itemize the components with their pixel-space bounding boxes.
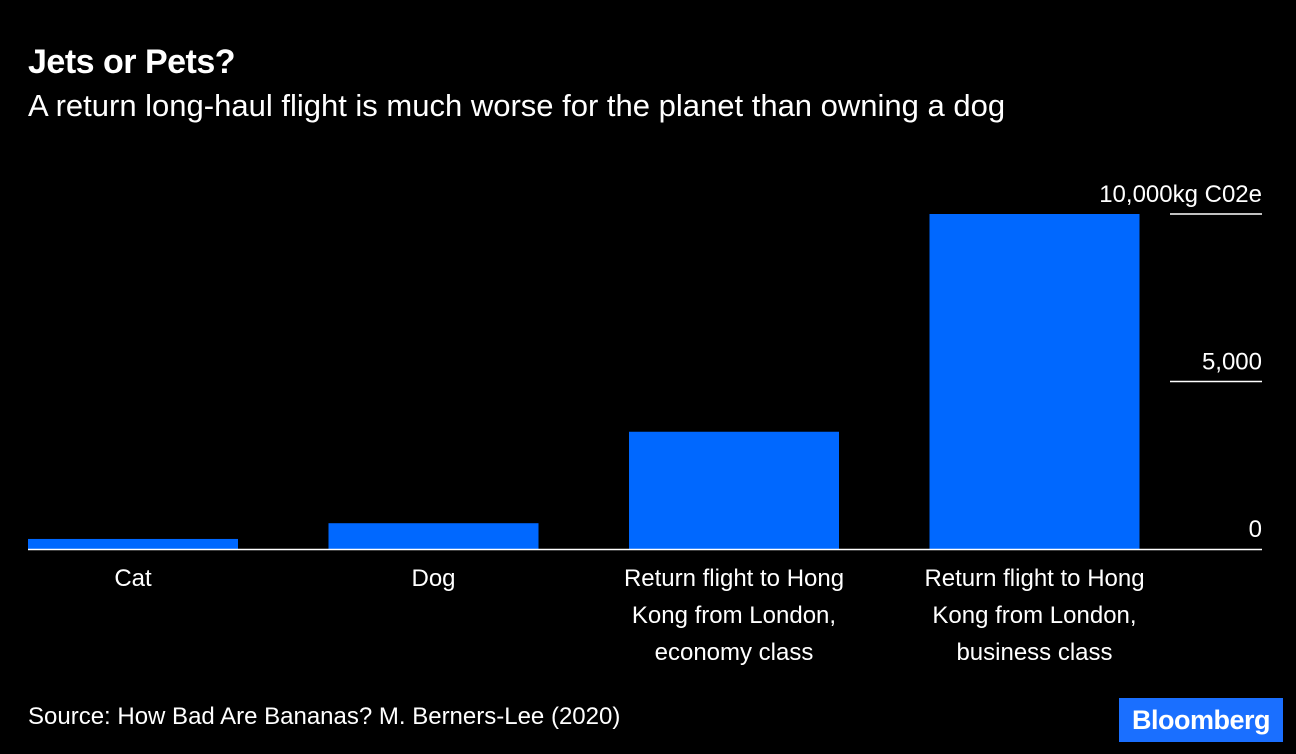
bar-chart: 0 5,000 10,000kg C02e Cat Dog Return flight … [28,181,1262,666]
chart-title: Jets or Pets? [28,43,236,81]
x-category-label: Cat [114,565,152,592]
source-note: Source: How Bad Are Bananas? M. Berners-… [28,703,621,730]
y-tick-label: 0 [1249,516,1262,543]
x-category-label-line: Dog [411,565,455,592]
bloomberg-logo: Bloomberg [1119,698,1283,742]
y-axis: 0 5,000 10,000kg C02e [1099,181,1262,543]
x-category-label-line: Return flight to Hong [624,565,844,592]
x-category-label-line: economy class [655,639,814,666]
bar [28,538,238,549]
y-tick-label: 5,000 [1202,349,1262,376]
x-category-label: Return flight to Hong Kong from London, ec… [624,565,844,666]
x-category-label: Return flight to Hong Kong from London, bu… [924,565,1144,666]
x-category-label-line: business class [956,639,1112,666]
x-category-label: Dog [411,565,455,592]
x-axis-labels: Cat Dog Return flight to Hong Kong from Lon… [114,565,1144,666]
chart-subtitle: A return long-haul flight is much worse … [28,88,1006,123]
y-tick-label: 10,000kg C02e [1099,181,1262,208]
x-category-label-line: Kong from London, [632,602,836,629]
bar [929,214,1140,549]
x-category-label-line: Cat [114,565,152,592]
bar [629,431,839,549]
bars-group [28,214,1140,549]
x-category-label-line: Return flight to Hong [924,565,1144,592]
bar [328,523,539,549]
x-category-label-line: Kong from London, [932,602,1136,629]
